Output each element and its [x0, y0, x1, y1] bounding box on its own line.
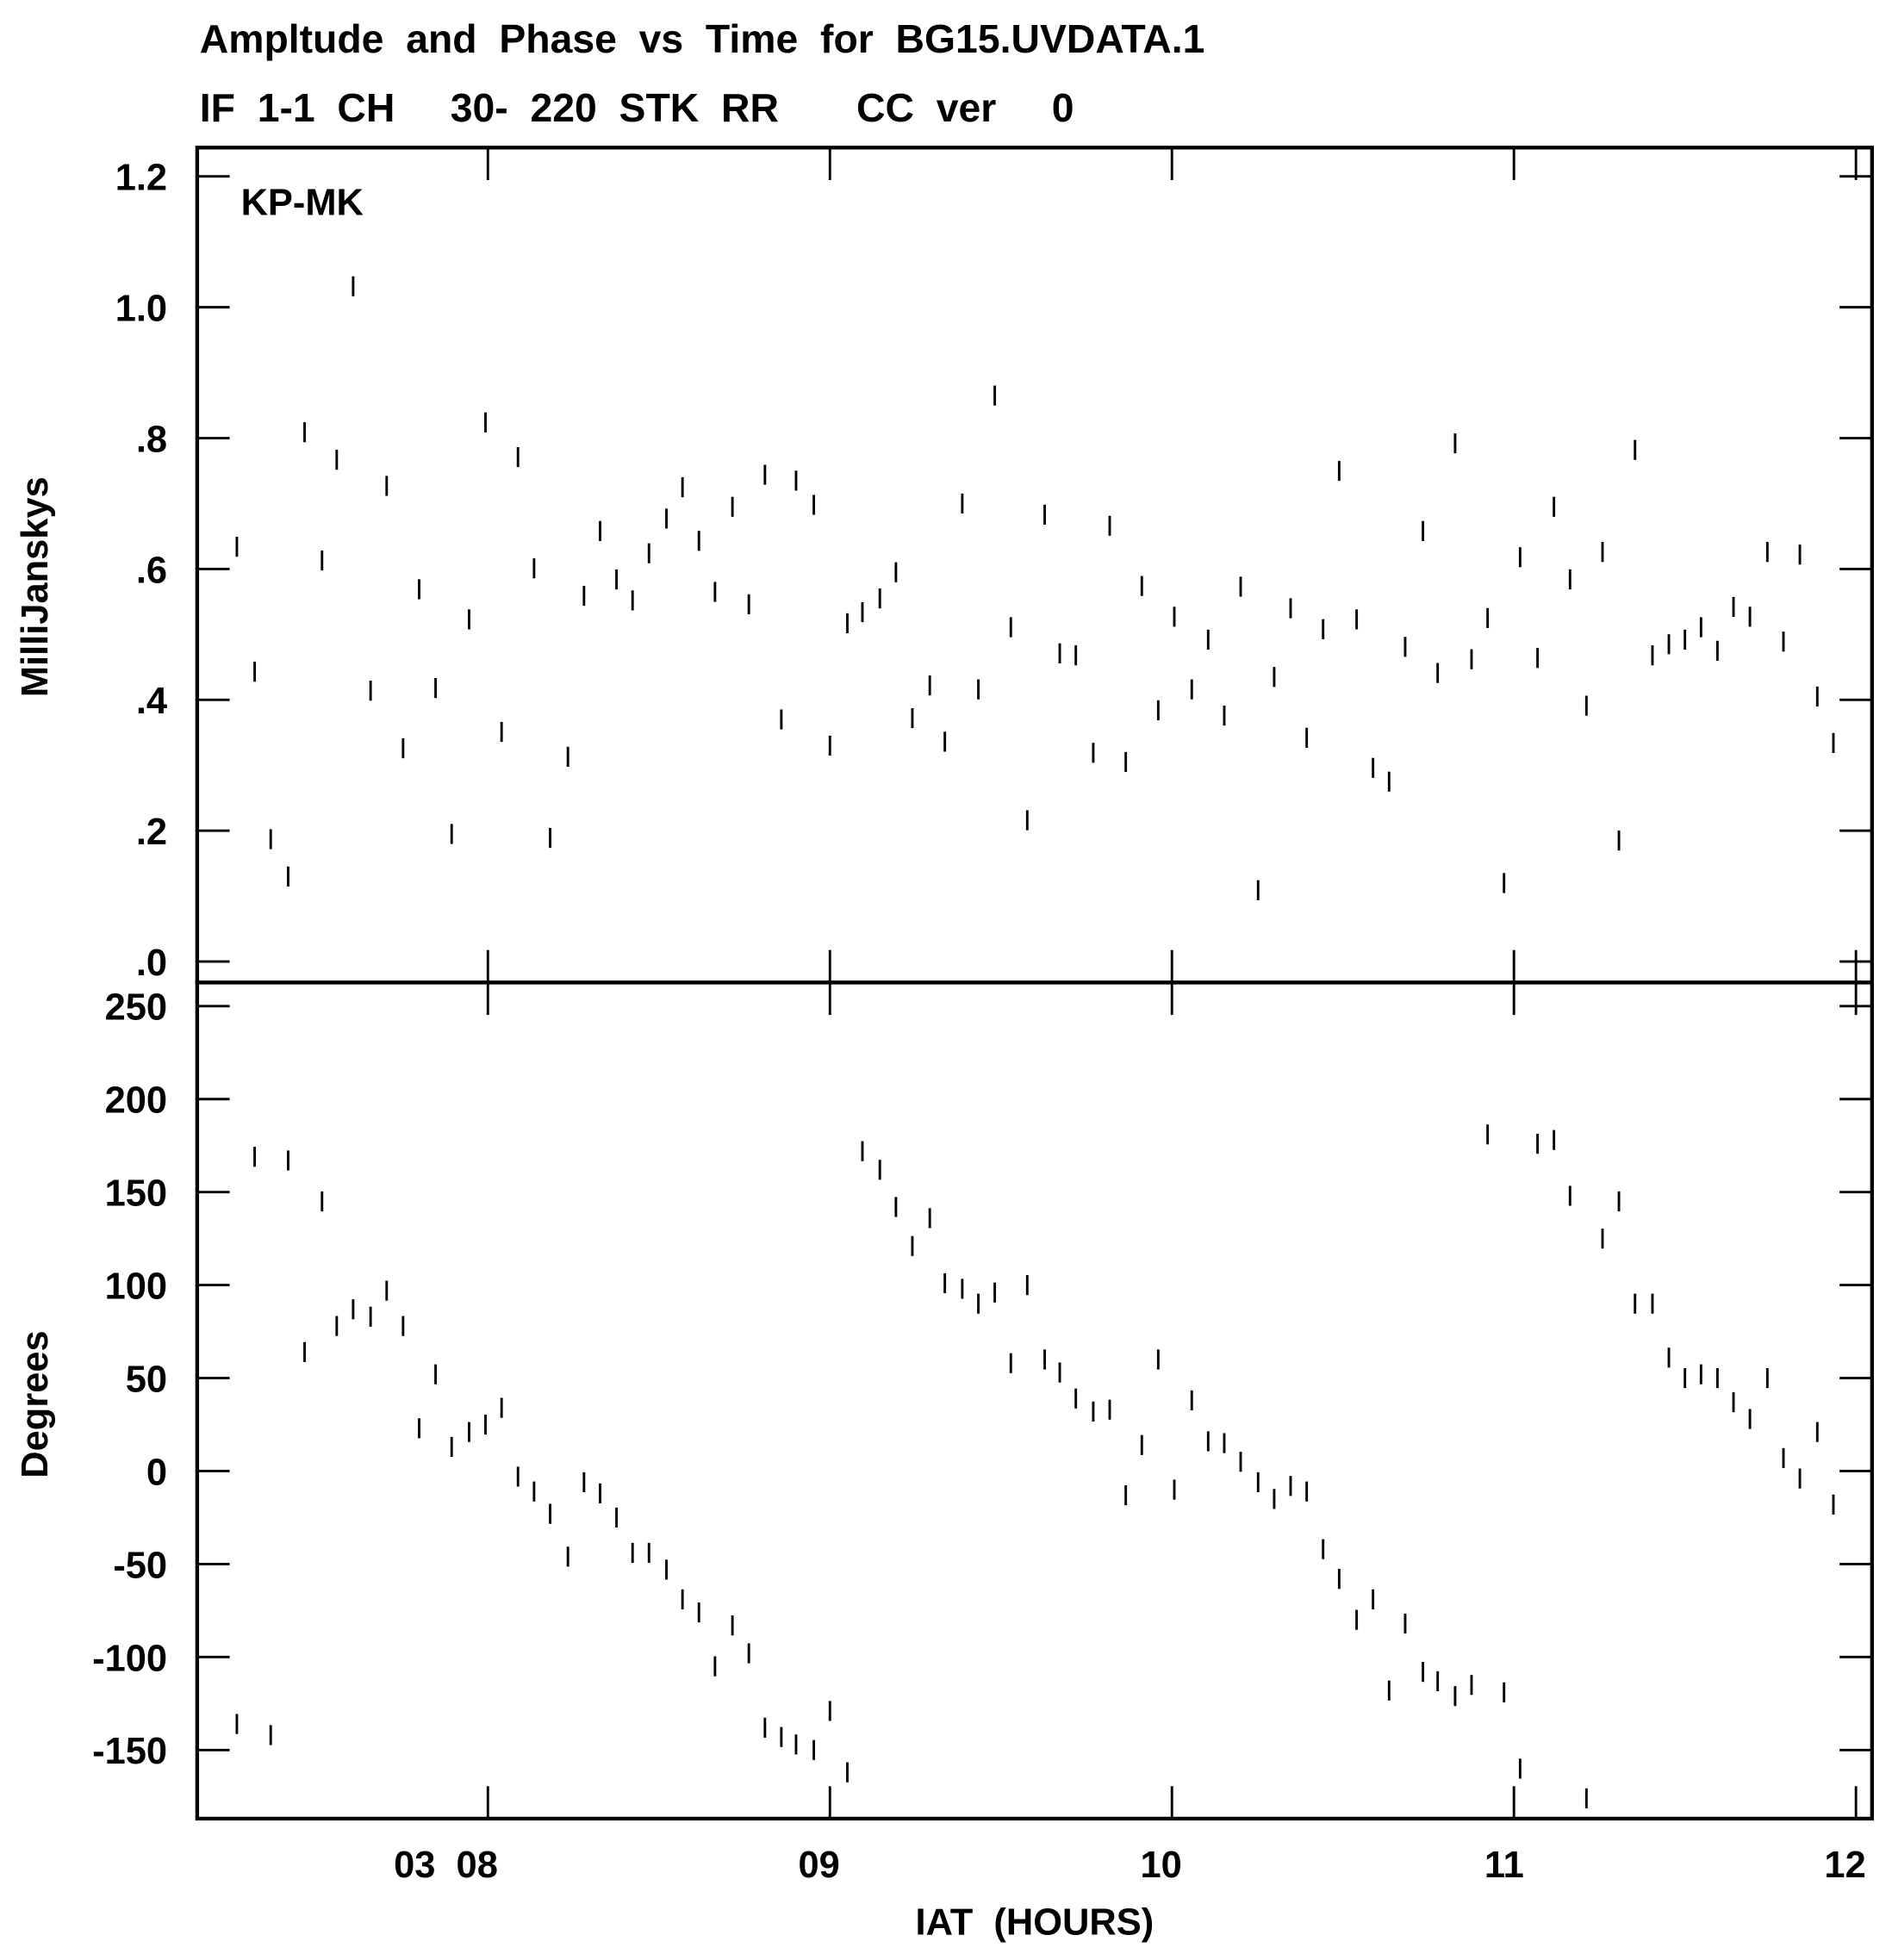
y-tick-label: .6	[136, 550, 167, 591]
x-tick-label: 10	[1140, 1845, 1181, 1886]
x-tick-label: 09	[799, 1845, 840, 1886]
baseline-label: KP-MK	[241, 183, 364, 224]
y-tick-label: 100	[105, 1266, 167, 1308]
y-tick-label: .0	[136, 943, 167, 984]
y-tick-label: 250	[105, 987, 167, 1029]
y-tick-label: 1.2	[115, 158, 167, 199]
x-tick-label: 11	[1484, 1845, 1524, 1886]
x-tick-label: 12	[1824, 1845, 1865, 1886]
y-tick-label: -100	[92, 1638, 167, 1679]
plot-frame	[195, 980, 1874, 1821]
y-tick-label: .2	[136, 812, 167, 853]
y-tick-label: 0	[146, 1452, 167, 1493]
chart-subtitle: IF 1-1 CH 30- 220 STK RR CC ver 0	[200, 85, 1074, 130]
y-axis-label: Degrees	[15, 1330, 56, 1478]
x-axis-label: IAT (HOURS)	[916, 1902, 1154, 1944]
x-tick-label: 03 08	[394, 1845, 498, 1886]
y-tick-label: .8	[136, 419, 167, 460]
y-tick-label: -150	[92, 1731, 167, 1772]
y-tick-label: 50	[126, 1359, 167, 1400]
y-tick-label: 1.0	[115, 289, 167, 330]
y-tick-label: .4	[136, 681, 167, 722]
y-tick-label: -50	[113, 1545, 167, 1586]
y-axis-label: MilliJanskys	[15, 476, 56, 697]
chart-title: Ampltude and Phase vs Time for BG15.UVDA…	[200, 16, 1205, 61]
y-tick-label: 200	[105, 1080, 167, 1122]
y-tick-label: 150	[105, 1173, 167, 1215]
